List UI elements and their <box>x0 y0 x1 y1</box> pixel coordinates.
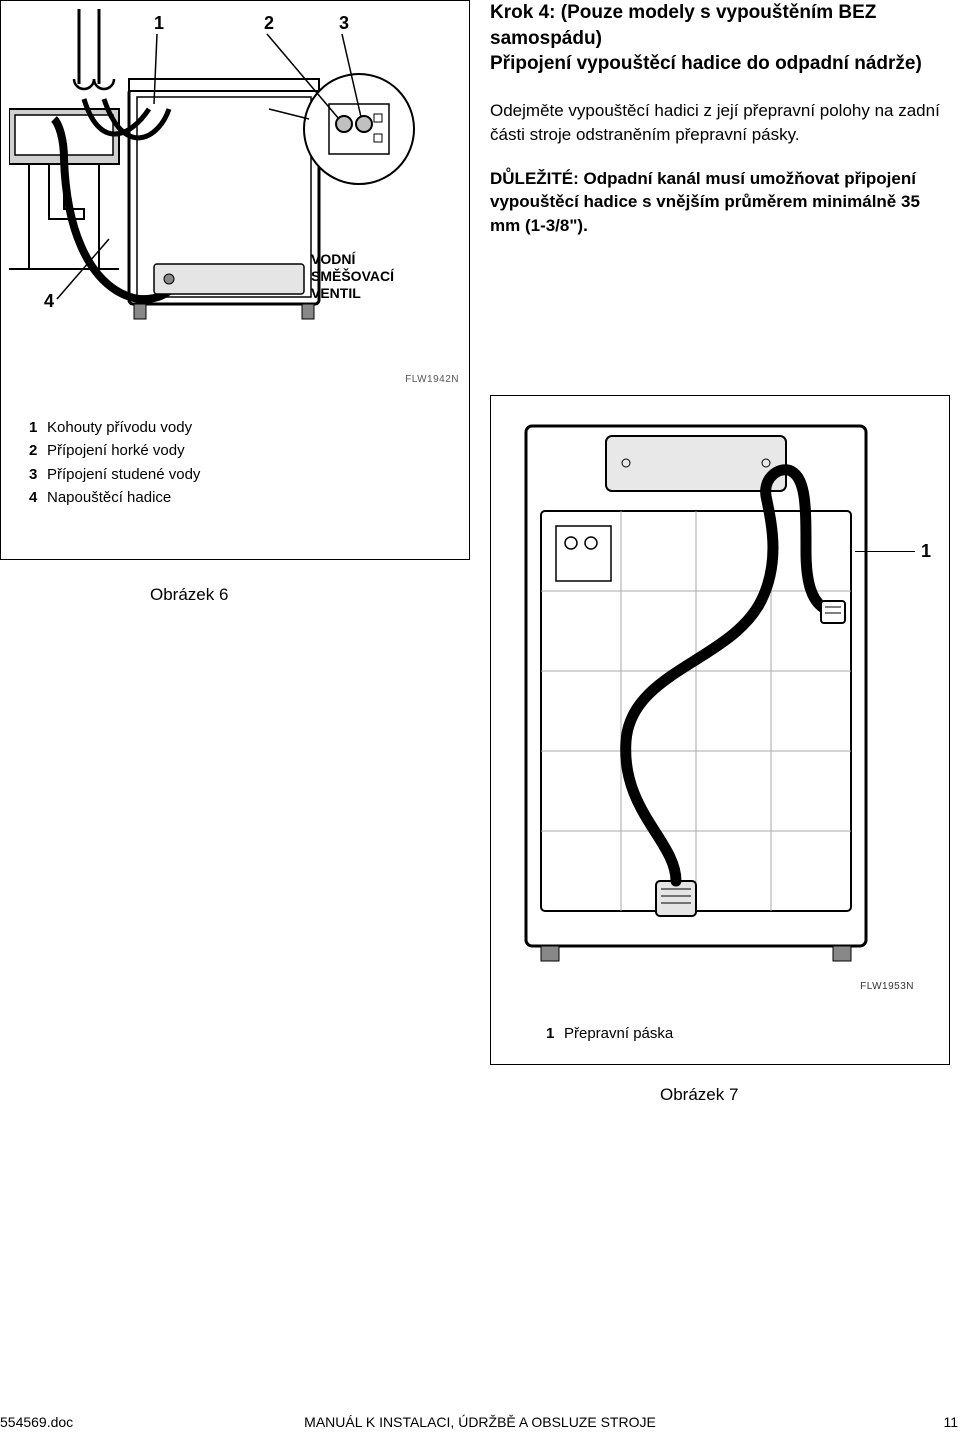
footer-title: MANUÁL K INSTALACI, ÚDRŽBĚ A OBSLUZE STR… <box>0 1414 960 1430</box>
figure-7-callout: 1 <box>921 541 931 562</box>
figure-6-code: FLW1942N <box>405 374 459 385</box>
legend-text: Kohouty přívodu vody <box>47 419 192 436</box>
important-note: DŮLEŽITÉ: Odpadní kanál musí umožňovat p… <box>490 167 950 238</box>
figure-7-caption: Obrázek 7 <box>660 1085 738 1105</box>
svg-text:4: 4 <box>44 291 54 311</box>
mixing-valve-label: VODNÍ SMĚŠOVACÍ VENTIL <box>311 251 394 301</box>
svg-text:3: 3 <box>339 13 349 33</box>
figure-7-illustration <box>511 411 881 966</box>
instruction-paragraph: Odejměte vypouštěcí hadici z její přepra… <box>490 99 950 147</box>
figure-7-code: FLW1953N <box>860 981 914 992</box>
legend-text: Napouštěcí hadice <box>47 489 171 506</box>
figure-7-legend: 1Přepravní páska <box>546 1025 673 1042</box>
svg-text:1: 1 <box>154 13 164 33</box>
legend-num: 1 <box>29 416 47 439</box>
figure-7-leader-line <box>855 551 915 552</box>
legend-num: 2 <box>29 439 47 462</box>
figure-6-caption: Obrázek 6 <box>150 585 228 605</box>
figure-6-container: 1 2 3 4 VODNÍ SMĚŠOVACÍ VENTIL FLW1942N … <box>0 0 470 560</box>
legend-text: Přípojení studené vody <box>47 466 200 483</box>
legend-num: 4 <box>29 486 47 509</box>
legend-text: Přípojení horké vody <box>47 442 185 459</box>
figure-6-box: 1 2 3 4 VODNÍ SMĚŠOVACÍ VENTIL FLW1942N … <box>0 0 470 560</box>
legend-text: Přepravní páska <box>564 1025 673 1042</box>
legend-num: 1 <box>546 1025 564 1042</box>
step-heading: Krok 4: (Pouze modely s vypouštěním BEZ … <box>490 0 950 77</box>
text-column: Krok 4: (Pouze modely s vypouštěním BEZ … <box>490 0 950 238</box>
figure-6-legend: 1Kohouty přívodu vody 2Přípojení horké v… <box>29 416 200 509</box>
page: 1 2 3 4 VODNÍ SMĚŠOVACÍ VENTIL FLW1942N … <box>0 0 960 1432</box>
legend-num: 3 <box>29 463 47 486</box>
footer-page-number: 11 <box>943 1414 958 1430</box>
figure-6-illustration: 1 2 3 4 <box>9 9 439 359</box>
figure-7-box: 1 FLW1953N 1Přepravní páska <box>490 395 950 1065</box>
svg-text:2: 2 <box>264 13 274 33</box>
